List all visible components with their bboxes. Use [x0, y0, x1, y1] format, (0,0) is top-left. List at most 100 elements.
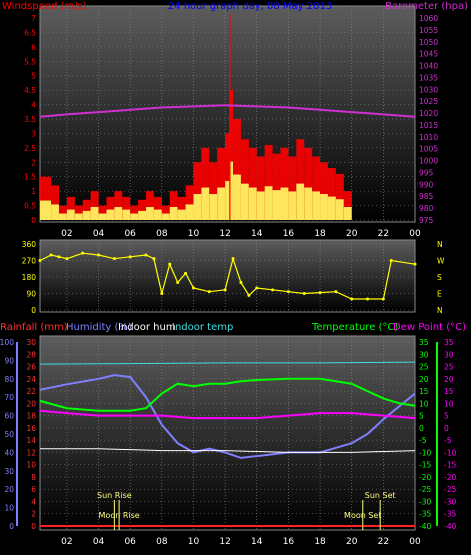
direction-y-tick: 360	[22, 240, 37, 249]
windspeed-y-tick: 1	[31, 187, 36, 196]
windspeed-y-tick: 0.5	[24, 202, 36, 211]
windspeed-bar	[280, 147, 289, 220]
windspeed-bar	[201, 147, 210, 220]
wind-direction-point	[65, 257, 69, 261]
barometer-y-tick: 1055	[419, 26, 438, 35]
windspeed-avg-bar	[114, 207, 123, 220]
rainfall-y-tick: 20	[26, 399, 36, 408]
wind-direction-point	[191, 286, 195, 290]
windspeed-bar	[40, 176, 52, 220]
windspeed-avg-bar	[153, 209, 162, 220]
windspeed-bar	[327, 168, 336, 220]
rainfall-y-tick: 26	[26, 363, 36, 372]
humidity-y-tick: 80	[4, 375, 14, 384]
wind-x-tick: 18	[314, 229, 326, 239]
windspeed-avg-bar	[320, 194, 328, 220]
rainfall-y-tick: 16	[26, 424, 36, 433]
windspeed-avg-bar	[209, 194, 218, 220]
windspeed-y-tick: 6.5	[24, 28, 36, 37]
temperature-y-tick: 30	[419, 350, 429, 359]
temperature-y-tick: -25	[419, 485, 431, 494]
windspeed-avg-bar	[256, 191, 265, 220]
chart-title: 24 hour graph day, 08 May 2013	[168, 1, 332, 12]
windspeed-bar	[264, 144, 273, 220]
dewpoint-y-tick: 20	[444, 375, 454, 384]
barometer-y-tick: 990	[419, 180, 434, 189]
windspeed-avg-bar	[335, 199, 344, 220]
dewpoint-y-tick: -5	[444, 436, 452, 445]
windspeed-bar	[343, 191, 352, 220]
direction-y-tick: 270	[22, 257, 37, 266]
windspeed-avg-bar	[201, 187, 210, 220]
wind-direction-point	[160, 292, 164, 295]
windspeed-avg-bar	[185, 204, 194, 220]
temperature-humidity-panel: 02 04 06 08 10 12 14 16 18 20 22 001009080706050403…	[0, 322, 466, 547]
windspeed-avg-bar	[146, 207, 154, 220]
dewpoint-y-tick: 30	[444, 350, 454, 359]
windspeed-axis-label: Windspeed (m/s)	[2, 1, 87, 12]
sun-moon-label: Sun Set	[365, 491, 396, 500]
sun-moon-label: Moon Rise	[99, 511, 140, 520]
barometer-y-tick: 1045	[419, 50, 438, 59]
barometer-y-tick: 1035	[419, 73, 438, 82]
windspeed-avg-bar	[225, 181, 230, 220]
rainfall-y-tick: 6	[31, 485, 36, 494]
windspeed-bar	[66, 196, 75, 220]
windspeed-bar	[272, 153, 281, 220]
windspeed-y-tick: 4.5	[24, 86, 36, 95]
wind-x-tick: 06	[124, 229, 136, 239]
windspeed-avg-bar	[58, 213, 67, 220]
windspeed-avg-bar	[272, 190, 281, 220]
rainfall-y-tick: 8	[31, 473, 36, 482]
humidity-y-tick: 0	[9, 522, 14, 531]
barometer-y-tick: 995	[419, 168, 434, 177]
barometer-y-tick: 1005	[419, 145, 438, 154]
windspeed-bar	[209, 162, 218, 220]
windspeed-avg-bar	[169, 207, 178, 220]
windspeed-bar	[51, 185, 59, 220]
windspeed-avg-bar	[240, 183, 249, 220]
temp-x-tick: 12	[219, 537, 230, 547]
sun-moon-label: Sun Rise	[97, 491, 132, 500]
windspeed-bar	[225, 133, 230, 220]
windspeed-avg-bar	[264, 186, 273, 220]
wind-x-tick: 10	[188, 229, 200, 239]
indoor-temp-line	[39, 361, 416, 365]
windspeed-avg-bar	[217, 187, 226, 220]
dewpoint-y-tick: 0	[444, 424, 449, 433]
wind-direction-point	[334, 290, 338, 294]
temperature-line	[39, 377, 416, 412]
wind-direction-point	[144, 253, 148, 257]
windspeed-y-tick: 4	[31, 101, 36, 110]
humidity-y-tick: 70	[4, 393, 14, 402]
windspeed-bar	[74, 205, 83, 220]
windspeed-avg-bar	[304, 187, 313, 220]
dewpoint-y-tick: -20	[444, 473, 456, 482]
barometer-line	[39, 104, 416, 118]
wind-direction-point	[81, 251, 85, 255]
temperature-y-tick: 25	[419, 363, 429, 372]
windspeed-avg-bar	[193, 194, 202, 220]
windspeed-avg-bar	[130, 213, 139, 220]
compass-y-tick: S	[437, 273, 442, 282]
wind-direction-point	[389, 259, 393, 262]
temperature-y-tick: 35	[419, 338, 429, 347]
windspeed-bar	[248, 147, 257, 220]
wind-direction-point	[413, 262, 417, 266]
windspeed-bar	[217, 147, 226, 220]
windspeed-avg-bar	[98, 213, 107, 220]
wind-direction-point	[152, 257, 156, 261]
windspeed-y-tick: 2.5	[24, 144, 36, 153]
rainfall-y-tick: 10	[26, 461, 36, 470]
windspeed-bar	[58, 205, 67, 220]
humidity-y-tick: 50	[4, 430, 14, 439]
barometer-y-tick: 1000	[419, 157, 438, 166]
rainfall-axis-label: Rainfall (mm)	[0, 322, 68, 333]
dewpoint-y-tick: 10	[444, 399, 454, 408]
windspeed-avg-bar	[343, 207, 352, 220]
rainfall-y-tick: 0	[31, 522, 36, 531]
dewpoint-legend: Dew Point (°C)	[393, 322, 466, 333]
windspeed-bar	[161, 205, 170, 220]
wind-direction-point	[366, 297, 370, 301]
rainfall-y-tick: 18	[26, 412, 36, 421]
